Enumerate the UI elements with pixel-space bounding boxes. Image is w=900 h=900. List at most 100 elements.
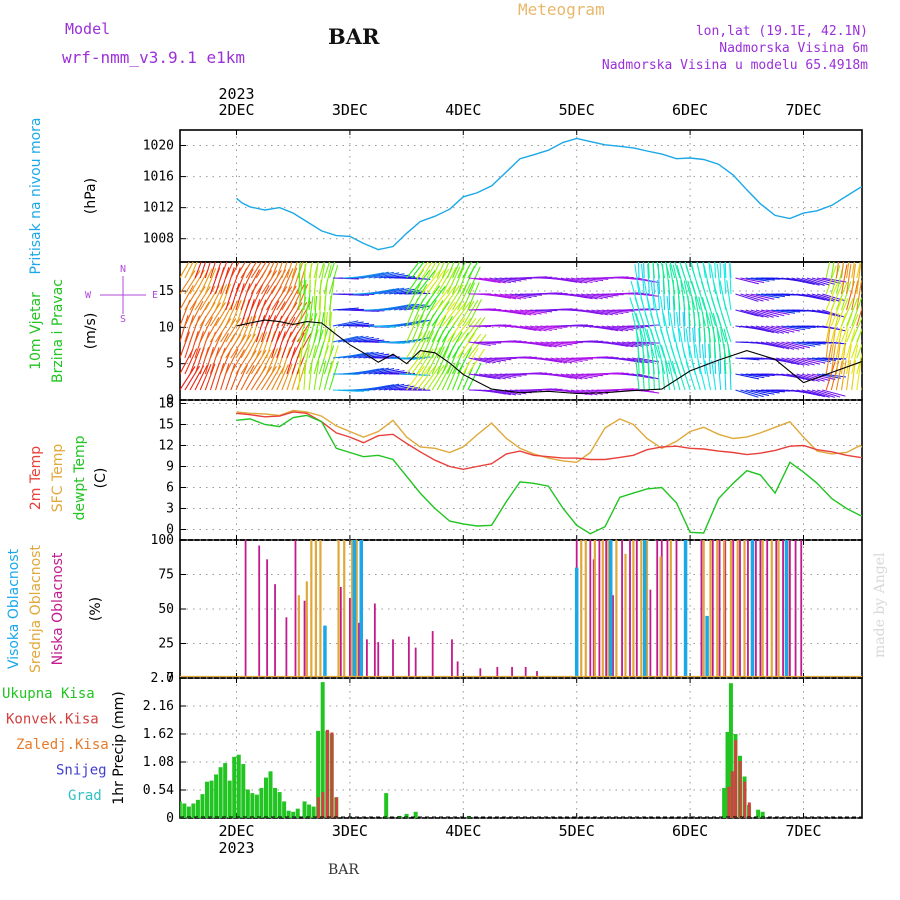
wind-arrow (421, 285, 441, 311)
wind-arrow (318, 262, 325, 279)
wind-arrow (431, 315, 447, 343)
cloud-bar (593, 540, 596, 677)
wind-arrow (642, 328, 650, 359)
wind-arrow (647, 262, 650, 279)
wind-arrow (606, 341, 629, 347)
wind-arrow (441, 262, 450, 279)
wind-arrow (545, 357, 568, 364)
wind-arrow (639, 328, 645, 359)
wind-arrow (883, 363, 897, 390)
wind-arrow (303, 262, 307, 279)
cloud-bar (592, 559, 595, 677)
wind-arrow (266, 300, 280, 327)
ytick-label-temperature: 0 (166, 523, 174, 538)
cloud-bar (310, 540, 313, 677)
wind-arrow (637, 324, 660, 327)
wind-arrow (298, 344, 304, 375)
wind-arrow (332, 320, 359, 327)
precip-ylabel: 1hr Precip (mm) (111, 691, 127, 804)
wind-arrow (184, 262, 194, 279)
wind-arrow (220, 363, 230, 391)
wind-arrow (194, 301, 210, 327)
wind-arrow (286, 317, 302, 343)
wind-arrow (489, 373, 512, 379)
wind-arrow (373, 368, 400, 375)
wind-arrow (840, 360, 847, 391)
wind-arrow (328, 264, 339, 295)
cloud-bar (343, 540, 346, 677)
wind-arrow (530, 309, 553, 313)
wind-arrow (286, 262, 293, 279)
wind-arrow (647, 264, 650, 295)
wind-arrow (303, 313, 314, 343)
wind-arrow (675, 361, 686, 391)
cloud-bar (297, 595, 300, 677)
cloud-bar (323, 625, 327, 677)
wind-arrow (846, 297, 859, 327)
wind-arrow (835, 281, 848, 311)
wind-arrow (635, 360, 640, 391)
precip-bar (756, 809, 761, 818)
cloud-bar (352, 540, 357, 677)
precip-bar (295, 808, 300, 818)
precip-legend-item: Snijeg (56, 763, 107, 779)
wind-arrow (383, 274, 410, 279)
precip-bar (728, 683, 733, 818)
wind-arrow (851, 264, 856, 295)
wind-arrow (189, 286, 206, 311)
wind-arrow (555, 373, 578, 380)
wind-arrow (411, 283, 428, 311)
wind-arrow (883, 347, 897, 374)
wind-arrow (846, 314, 859, 343)
wind-arrow (570, 389, 593, 396)
wind-arrow (189, 300, 204, 327)
wind-arrow (765, 325, 790, 334)
wind-arrow (660, 344, 671, 375)
wind-arrow (545, 325, 568, 328)
wind-arrow (431, 364, 449, 391)
wind-arrow (825, 361, 836, 391)
wind-arrow (199, 316, 213, 343)
precip-bar (311, 806, 316, 818)
wind-arrow (180, 262, 190, 279)
wind-arrow (760, 341, 785, 349)
wind-arrow (581, 389, 603, 395)
wind-arrow (560, 373, 583, 380)
precip-bar (180, 801, 182, 818)
wind-arrow (643, 262, 645, 279)
wind-arrow (791, 341, 816, 347)
precip-conv-bar (727, 786, 731, 818)
wind-arrow (358, 367, 384, 375)
wind-arrow (719, 262, 722, 279)
wind-arrow (421, 262, 433, 279)
wind-arrow (708, 344, 712, 375)
ytick-label-pressure: 1012 (143, 201, 174, 216)
cloud-legend-low: Niska Oblacnost (50, 552, 66, 665)
wind-arrow (771, 325, 795, 333)
cloud-bar (496, 666, 499, 677)
wind-arrow (250, 299, 261, 327)
precip-bar (894, 812, 898, 818)
wind-arrow (716, 328, 722, 359)
wind-arrow (882, 329, 890, 358)
wind-arrow (698, 296, 706, 327)
wind-arrow (586, 309, 608, 316)
wind-arrow (581, 309, 603, 315)
wind-arrow (817, 373, 841, 379)
wind-arrow (801, 373, 825, 382)
wind-arrow (745, 293, 769, 301)
wind-arrow (893, 251, 900, 278)
wind-arrow (519, 309, 542, 315)
cloud-bar (700, 540, 703, 677)
model-name: wrf-nmm_v3.9.1 e1km (62, 48, 246, 67)
wind-arrow (204, 302, 222, 327)
wind-arrow (851, 360, 856, 391)
wind-arrow (776, 309, 801, 313)
wind-arrow (806, 293, 831, 302)
wind-arrow (851, 297, 862, 327)
wind-arrow (313, 264, 319, 295)
precip-legend-item: Grad (68, 788, 102, 804)
model-label: Model (65, 20, 111, 38)
wind-arrow (358, 339, 385, 343)
